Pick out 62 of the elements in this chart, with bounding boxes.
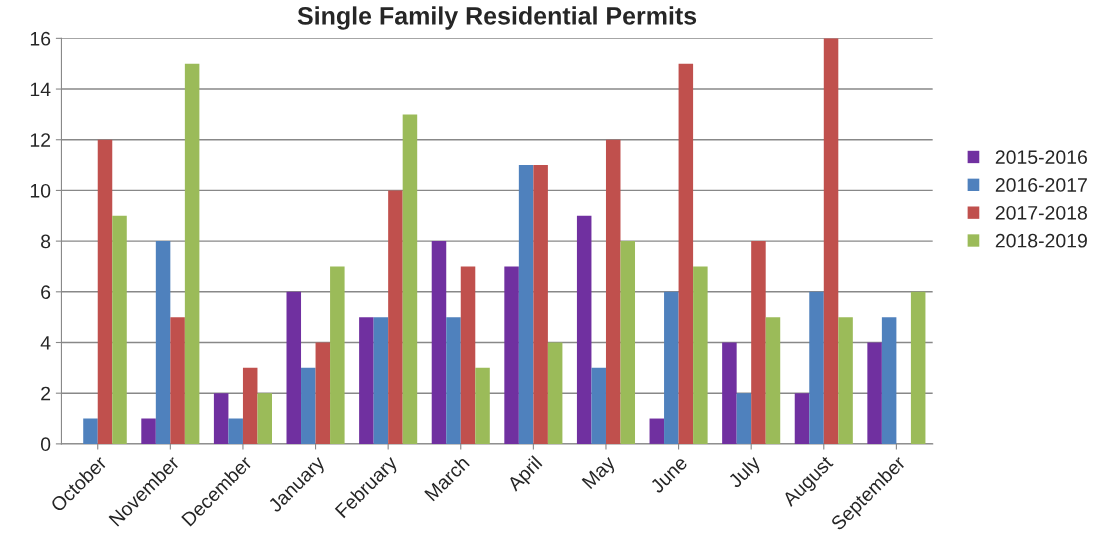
bar: [504, 266, 519, 444]
y-tick-label: 16: [30, 31, 51, 46]
bar: [388, 190, 403, 444]
bar: [809, 291, 824, 444]
bar: [141, 418, 156, 444]
y-tick-label: 10: [30, 183, 51, 198]
bar: [751, 241, 766, 444]
bar: [83, 418, 98, 444]
chart-title: Single Family Residential Permits: [297, 6, 697, 30]
bar: [678, 63, 694, 444]
bar: [518, 165, 534, 444]
bar: [547, 342, 563, 444]
bar: [838, 317, 853, 444]
y-tick-label: 8: [41, 234, 51, 249]
bar: [402, 114, 418, 444]
x-tick-label: May: [581, 454, 619, 492]
bar: [170, 317, 185, 444]
bar: [722, 342, 737, 444]
y-tick-label: 4: [40, 336, 51, 350]
legend-label: 2015-2016: [995, 150, 1087, 165]
y-tick-label: 12: [30, 133, 51, 147]
bar: [257, 393, 272, 444]
bar: [301, 367, 316, 444]
bar: [576, 215, 592, 444]
bar: [97, 139, 113, 444]
bar: [765, 317, 781, 444]
legend-label: 2017-2018: [995, 205, 1087, 220]
bar: [664, 291, 679, 444]
y-tick-label: 6: [41, 285, 51, 300]
bar: [693, 266, 708, 444]
bar: [359, 317, 374, 444]
bar: [315, 342, 331, 444]
bar: [228, 418, 243, 444]
bar: [213, 393, 229, 444]
bar: [591, 367, 606, 444]
bar: [620, 241, 636, 444]
bar: [431, 241, 447, 444]
y-tick-label: 0: [40, 437, 51, 452]
bar: [446, 317, 461, 444]
bar: [242, 367, 258, 444]
y-tick-label: 2: [41, 386, 51, 401]
bar: [155, 241, 171, 444]
bar: [475, 367, 490, 444]
bar: [286, 291, 302, 444]
bar: [373, 317, 389, 444]
bar: [910, 291, 926, 444]
legend-label: 2018-2019: [995, 233, 1087, 248]
bar: [881, 317, 897, 444]
bar: [649, 418, 665, 444]
bar: [794, 393, 810, 444]
bar: [330, 266, 345, 444]
bar: [867, 342, 882, 444]
bar: [112, 215, 127, 444]
bar: [823, 38, 839, 444]
legend-label: 2016-2017: [995, 178, 1087, 192]
bar: [184, 63, 200, 444]
bar: [460, 266, 476, 444]
bar: [533, 165, 548, 444]
bar: [605, 139, 621, 444]
bar: [736, 393, 752, 444]
y-tick-label: 14: [30, 82, 51, 97]
x-tick-label: July: [726, 454, 764, 492]
